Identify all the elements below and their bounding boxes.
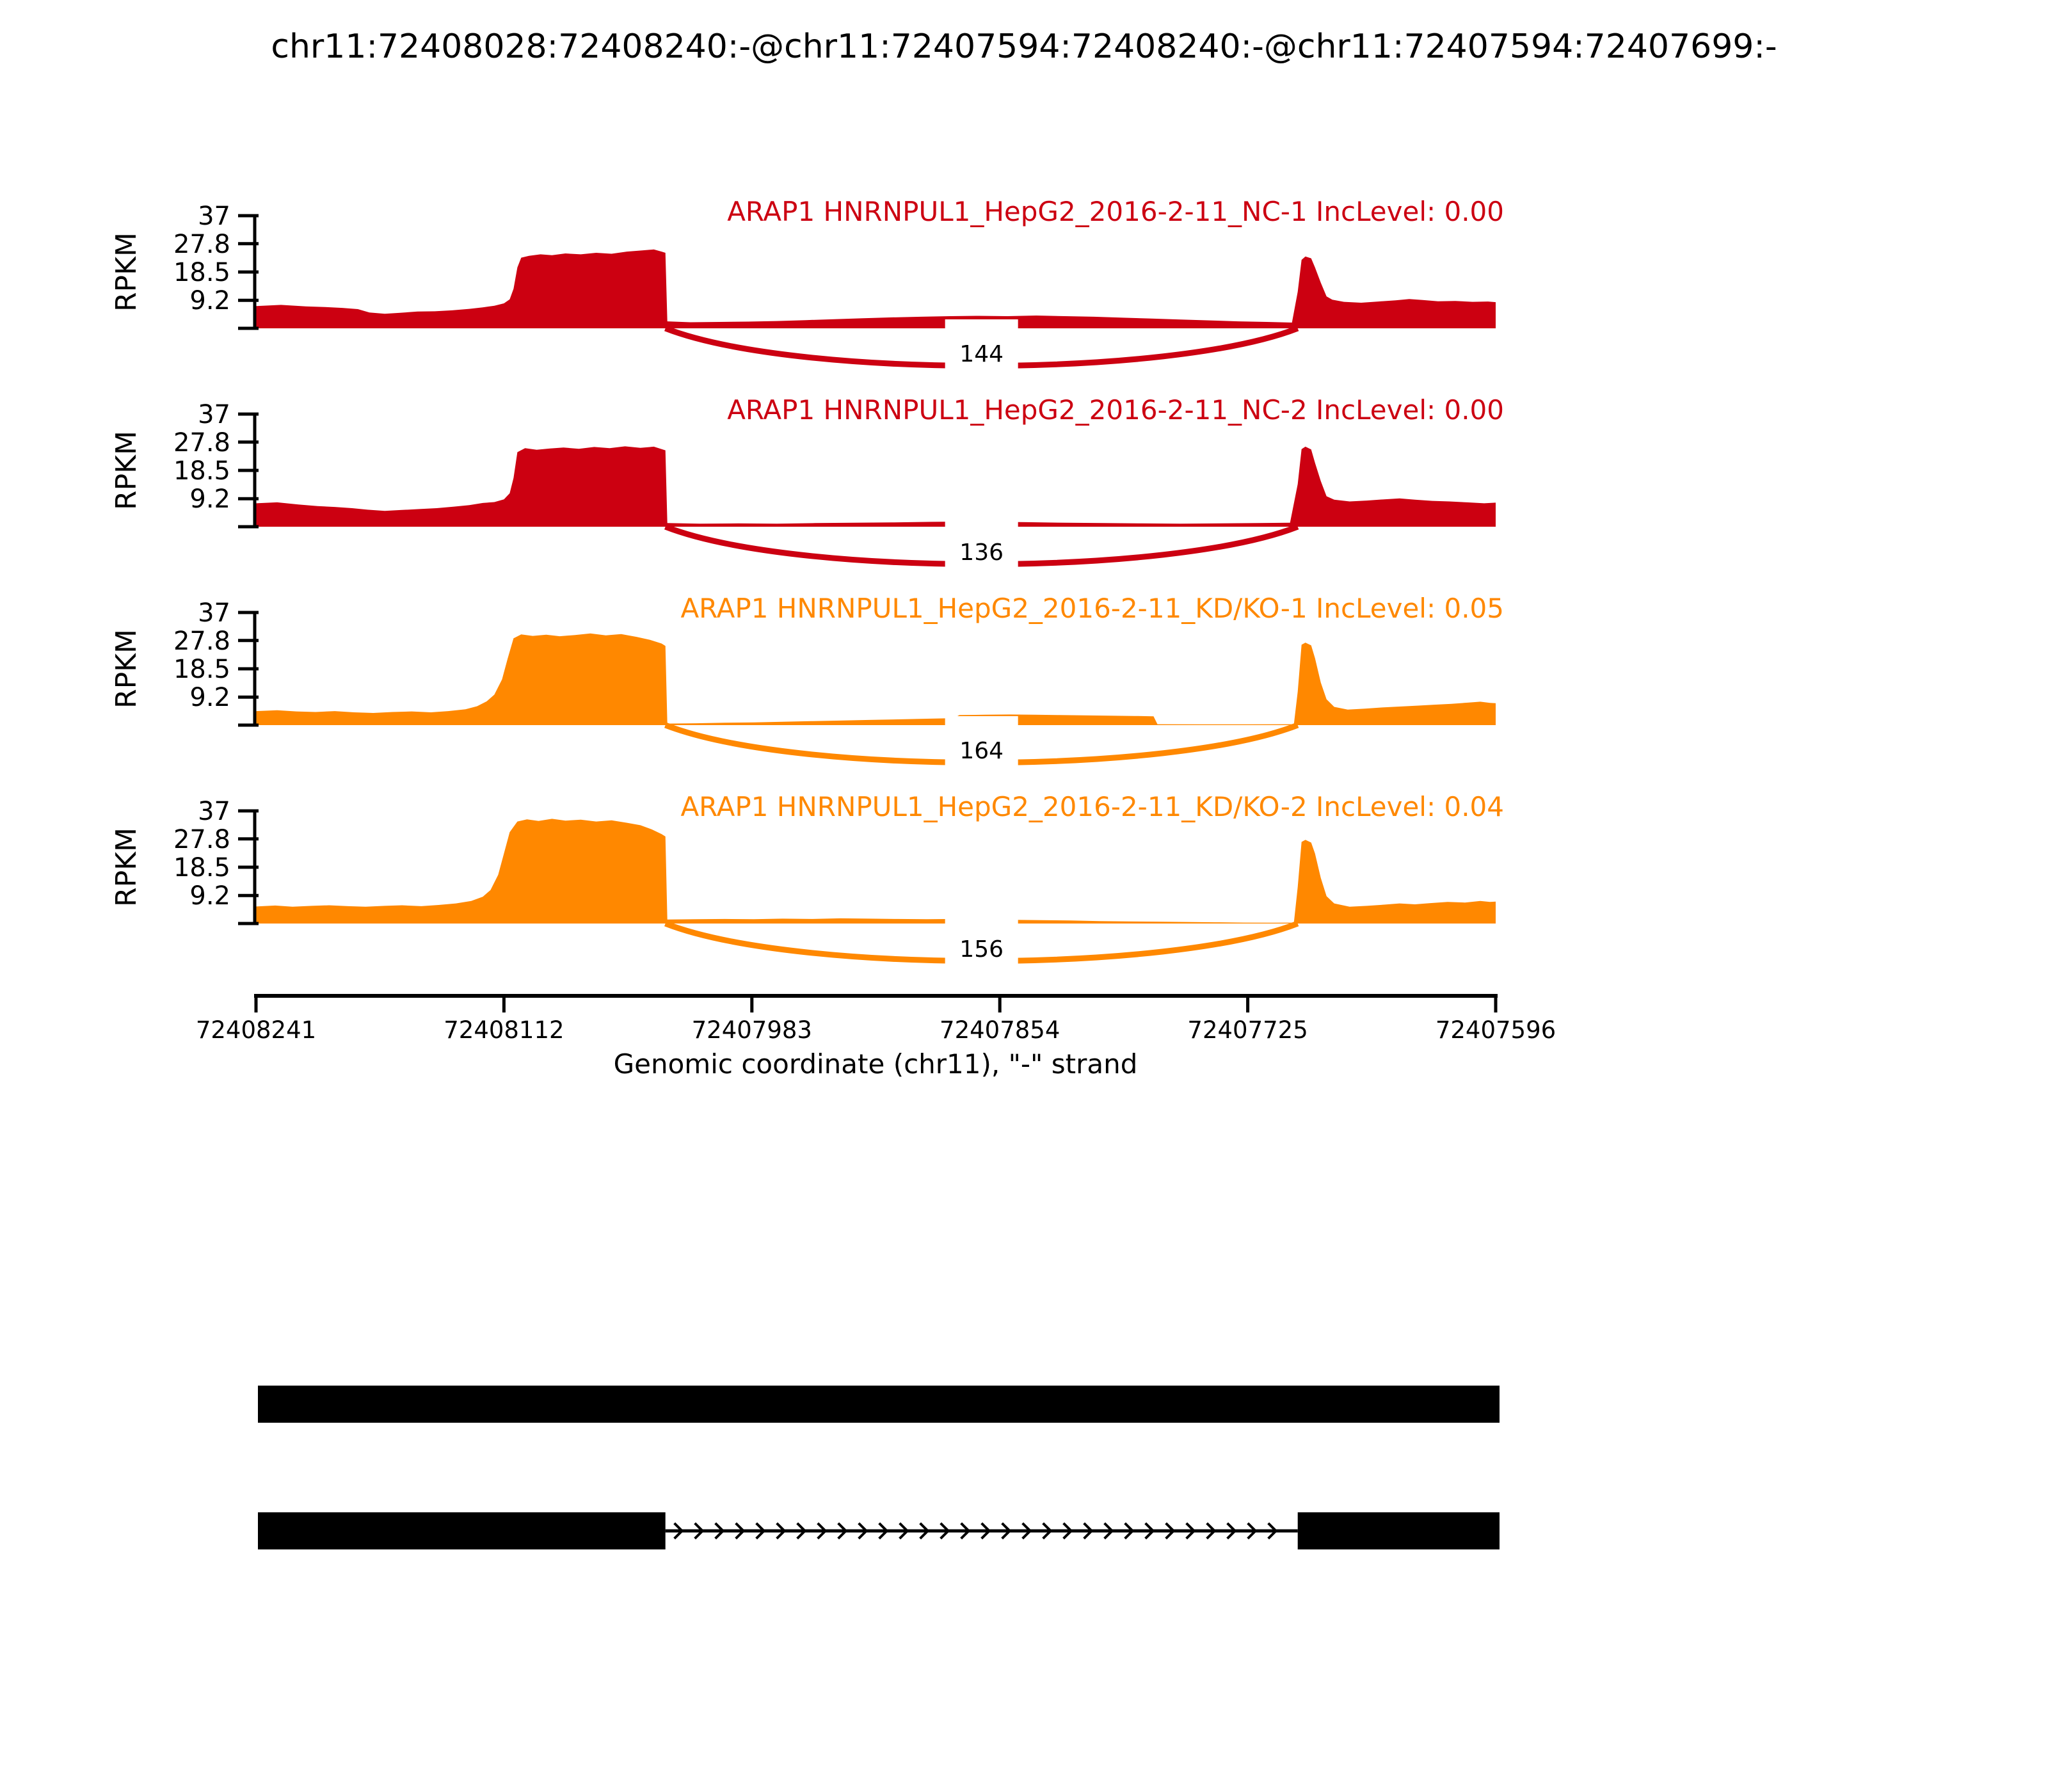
junction-count-label: 164 bbox=[959, 738, 1004, 764]
x-tick-label: 72408241 bbox=[196, 1016, 316, 1044]
junction-count-label: 136 bbox=[959, 540, 1004, 566]
y-tick-label: 9.2 bbox=[189, 286, 230, 316]
strand-arrow-icon bbox=[960, 1522, 971, 1540]
strand-arrow-icon bbox=[899, 1522, 909, 1540]
y-tick-label: 27.8 bbox=[173, 627, 230, 656]
y-tick-label: 27.8 bbox=[173, 230, 230, 259]
strand-arrow-icon bbox=[1247, 1522, 1258, 1540]
strand-arrow-icon bbox=[735, 1522, 746, 1540]
strand-arrow-icon bbox=[1062, 1522, 1073, 1540]
strand-arrow-icon bbox=[940, 1522, 950, 1540]
exon-bar bbox=[1297, 1512, 1500, 1549]
y-tick-label: 37 bbox=[198, 202, 230, 231]
junction-count-label: 144 bbox=[959, 341, 1004, 367]
x-tick-label: 72407854 bbox=[940, 1016, 1060, 1044]
y-axis-label: RPKM bbox=[110, 232, 143, 312]
strand-arrow-icon bbox=[980, 1522, 991, 1540]
junction-count-label: 156 bbox=[959, 936, 1004, 963]
strand-arrow-icon bbox=[837, 1522, 848, 1540]
strand-arrow-icon bbox=[673, 1522, 684, 1540]
strand-arrow-icon bbox=[776, 1522, 787, 1540]
junction-label-box bbox=[945, 319, 1018, 371]
y-tick-label: 37 bbox=[198, 598, 230, 628]
strand-arrow-icon bbox=[1021, 1522, 1032, 1540]
strand-arrow-icon bbox=[1144, 1522, 1155, 1540]
strand-arrow-icon bbox=[919, 1522, 930, 1540]
y-tick-label: 9.2 bbox=[189, 683, 230, 712]
strand-arrow-icon bbox=[1185, 1522, 1196, 1540]
y-tick-label: 18.5 bbox=[173, 456, 230, 486]
exon-bar bbox=[258, 1512, 666, 1549]
y-axis-label: RPKM bbox=[110, 629, 143, 708]
strand-arrow-icon bbox=[714, 1522, 725, 1540]
coverage-area bbox=[256, 819, 1496, 924]
exon-bar bbox=[258, 1386, 1500, 1423]
strand-arrow-icon bbox=[878, 1522, 889, 1540]
y-axis-label: RPKM bbox=[110, 431, 143, 510]
track-title: ARAP1 HNRNPUL1_HepG2_2016-2-11_NC-2 IncL… bbox=[727, 394, 1504, 426]
x-tick-label: 72407983 bbox=[692, 1016, 812, 1044]
strand-arrow-icon bbox=[1103, 1522, 1114, 1540]
coverage-area bbox=[256, 249, 1496, 328]
page-title: chr11:72408028:72408240:-@chr11:72407594… bbox=[271, 28, 1777, 66]
y-axis-label: RPKM bbox=[110, 828, 143, 907]
strand-arrow-icon bbox=[1042, 1522, 1053, 1540]
y-tick-label: 37 bbox=[198, 400, 230, 429]
y-tick-label: 18.5 bbox=[173, 655, 230, 684]
strand-arrow-icon bbox=[1226, 1522, 1237, 1540]
strand-arrow-icon bbox=[858, 1522, 868, 1540]
y-tick-label: 9.2 bbox=[189, 881, 230, 911]
y-tick-label: 37 bbox=[198, 797, 230, 826]
y-tick-label: 27.8 bbox=[173, 428, 230, 458]
y-tick-label: 27.8 bbox=[173, 825, 230, 854]
strand-arrow-icon bbox=[1124, 1522, 1135, 1540]
junction-label-box bbox=[945, 716, 1018, 767]
track-title: ARAP1 HNRNPUL1_HepG2_2016-2-11_KD/KO-2 I… bbox=[680, 791, 1504, 822]
x-tick-label: 72407725 bbox=[1187, 1016, 1308, 1044]
track-title: ARAP1 HNRNPUL1_HepG2_2016-2-11_KD/KO-1 I… bbox=[680, 593, 1504, 624]
strand-arrow-icon bbox=[1165, 1522, 1176, 1540]
y-tick-label: 18.5 bbox=[173, 258, 230, 287]
strand-arrow-icon bbox=[1267, 1522, 1278, 1540]
coverage-area bbox=[256, 633, 1496, 725]
strand-arrow-icon bbox=[694, 1522, 705, 1540]
strand-arrow-icon bbox=[1083, 1522, 1094, 1540]
strand-arrow-icon bbox=[755, 1522, 766, 1540]
coverage-area bbox=[256, 446, 1496, 527]
strand-arrow-icon bbox=[1206, 1522, 1217, 1540]
strand-arrow-icon bbox=[1001, 1522, 1012, 1540]
strand-arrow-icon bbox=[796, 1522, 807, 1540]
y-tick-label: 9.2 bbox=[189, 484, 230, 514]
strand-arrow-icon bbox=[817, 1522, 828, 1540]
junction-label-box bbox=[945, 518, 1018, 569]
y-tick-label: 18.5 bbox=[173, 853, 230, 883]
x-tick-label: 72407596 bbox=[1436, 1016, 1556, 1044]
x-axis-title: Genomic coordinate (chr11), "-" strand bbox=[613, 1048, 1138, 1080]
junction-label-box bbox=[945, 915, 1018, 966]
track-title: ARAP1 HNRNPUL1_HepG2_2016-2-11_NC-1 IncL… bbox=[727, 196, 1504, 227]
x-tick-label: 72408112 bbox=[444, 1016, 564, 1044]
